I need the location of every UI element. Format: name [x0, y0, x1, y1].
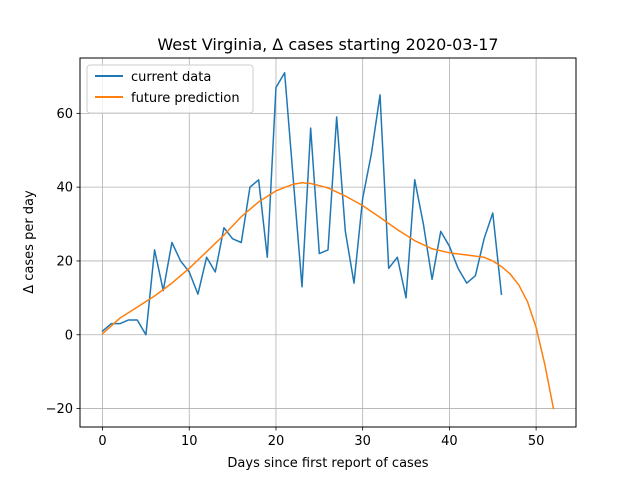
x-tick-label: 0: [98, 434, 106, 449]
y-tick-label: −20: [46, 402, 73, 417]
legend-label-current: current data: [131, 70, 211, 85]
y-tick-label: 20: [56, 254, 73, 269]
x-tick-label: 50: [528, 434, 545, 449]
y-tick-label: 0: [65, 328, 73, 343]
y-axis-label: Δ cases per day: [22, 190, 37, 294]
chart-title: West Virginia, Δ cases starting 2020-03-…: [157, 35, 498, 54]
x-tick-label: 30: [354, 434, 371, 449]
x-tick-label: 20: [268, 434, 285, 449]
x-tick-label: 10: [181, 434, 198, 449]
legend-box: [86, 64, 254, 114]
y-axis: −20 0 20 40 60: [46, 107, 80, 417]
x-tick-label: 40: [441, 434, 458, 449]
y-tick-label: 60: [56, 107, 73, 122]
x-axis-label: Days since first report of cases: [227, 456, 428, 471]
series-line-current: [101, 72, 503, 336]
plot-frame: [79, 57, 577, 428]
plot-lines: [101, 72, 555, 410]
legend-label-future: future prediction: [131, 91, 240, 106]
legend: current data future prediction: [86, 64, 254, 114]
x-axis: 0 10 20 30 40 50: [98, 427, 544, 449]
y-tick-label: 40: [56, 181, 73, 196]
series-line-future: [101, 181, 555, 410]
